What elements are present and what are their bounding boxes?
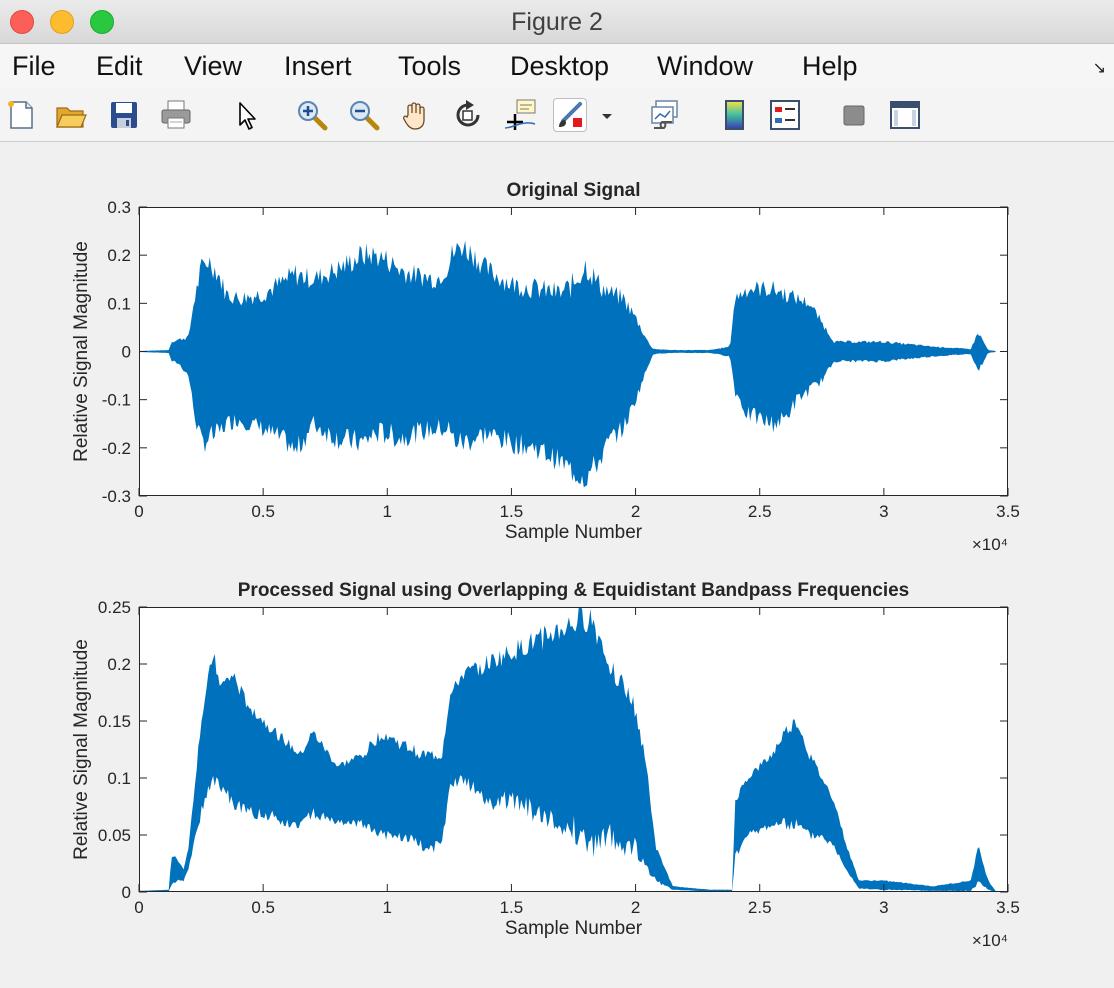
x-tick-label: 2 [631,898,640,917]
y-tick-label: -0.1 [102,391,131,410]
y-tick-label: 0.2 [107,655,131,674]
x-tick-label: 2.5 [748,502,772,521]
menu-file[interactable]: File [12,51,56,81]
x-axis-exponent: ×10⁴ [972,931,1008,950]
x-tick-label: 2 [631,502,640,521]
figure-plots: 0 0.5 1 1.5 2 2.5 3 3.5 -0.3 -0.2 -0.1 0 0.1 0.2 0.3 O… [71,180,1020,950]
axes-box [139,607,1008,892]
show-plot-tools-icon[interactable] [888,98,922,132]
y-tick-label: 0 [122,343,131,362]
edit-plot-arrow-icon[interactable] [230,98,264,132]
x-tick-label: 0.5 [251,502,275,521]
legend-icon[interactable] [768,98,802,132]
menu-tools[interactable]: Tools [398,51,462,81]
open-file-icon[interactable] [54,98,88,132]
y-tick-label: 0.25 [98,598,131,617]
x-tick-label: 1.5 [500,898,524,917]
y-tick-label: 0.1 [107,294,131,313]
undock-arrow-icon[interactable]: ↘ [1092,60,1106,77]
x-tick-label: 3.5 [996,898,1020,917]
brush-icon[interactable] [553,98,587,132]
x-tick-label: 1 [383,502,392,521]
pan-hand-icon[interactable] [399,98,433,132]
menu-help[interactable]: Help [802,51,858,81]
x-axis-exponent: ×10⁴ [972,535,1008,554]
x-tick-label: 0 [134,502,143,521]
rotate-3d-icon[interactable] [451,98,485,132]
brush-dropdown-icon[interactable] [596,98,618,132]
waveform-original [139,240,996,488]
window-title: Figure 2 [511,8,603,36]
x-tick-label: 1.5 [500,502,524,521]
axes-ticks: 0 0.5 1 1.5 2 2.5 3 3.5 0 0.05 0.1 0.15 0.2 0.25 [98,598,1020,917]
axes-title: Original Signal [506,180,640,201]
x-tick-label: 3 [879,898,888,917]
x-axis-label: Sample Number [505,522,643,543]
zoom-window-button[interactable] [90,10,114,34]
menu-window[interactable]: Window [657,51,754,81]
y-tick-label: -0.3 [102,487,131,506]
x-tick-label: 1 [383,898,392,917]
window-titlebar: Figure 2 [0,0,1114,44]
x-tick-label: 2.5 [748,898,772,917]
zoom-out-icon[interactable] [347,98,381,132]
x-tick-label: 0.5 [251,898,275,917]
x-axis-label: Sample Number [505,918,643,939]
minimize-window-button[interactable] [50,10,74,34]
y-axis-label: Relative Signal Magnitude [71,639,92,860]
menu-view[interactable]: View [184,51,243,81]
y-tick-label: 0.3 [107,198,131,217]
zoom-in-icon[interactable] [295,98,329,132]
x-tick-label: 3.5 [996,502,1020,521]
axes-processed-signal[interactable]: 0 0.5 1 1.5 2 2.5 3 3.5 0 0.05 0.1 0.15 0.2 0.25 Proc… [71,580,1020,950]
close-window-button[interactable] [10,10,34,34]
y-tick-label: 0.2 [107,246,131,265]
menu-desktop[interactable]: Desktop [510,51,610,81]
x-tick-label: 0 [134,898,143,917]
print-icon[interactable] [159,98,193,132]
x-tick-label: 3 [879,502,888,521]
y-axis-label: Relative Signal Magnitude [71,241,92,462]
link-plot-icon[interactable] [648,98,682,132]
colorbar-icon[interactable] [718,98,752,132]
y-tick-label: 0 [122,883,131,902]
save-icon[interactable] [107,98,141,132]
menu-edit[interactable]: Edit [96,51,143,81]
hide-plot-tools-icon[interactable] [837,98,871,132]
new-figure-icon[interactable] [4,98,38,132]
axes-original-signal[interactable]: 0 0.5 1 1.5 2 2.5 3 3.5 -0.3 -0.2 -0.1 0 0.1 0.2 0.3 O… [71,180,1020,554]
figure-toolbar [0,88,1114,142]
axes-title: Processed Signal using Overlapping & Equ… [238,580,910,601]
menu-insert[interactable]: Insert [284,51,352,81]
figure-canvas: 0 0.5 1 1.5 2 2.5 3 3.5 -0.3 -0.2 -0.1 0 0.1 0.2 0.3 O… [0,142,1114,988]
y-tick-label: 0.1 [107,769,131,788]
waveform-processed [139,607,996,892]
y-tick-label: -0.2 [102,439,131,458]
y-tick-label: 0.15 [98,712,131,731]
axes-ticks: 0 0.5 1 1.5 2 2.5 3 3.5 -0.3 -0.2 -0.1 0 0.1 0.2 0.3 [102,198,1020,521]
data-cursor-icon[interactable] [503,98,537,132]
menu-bar: File Edit View Insert Tools Desktop Wind… [0,44,1114,88]
y-tick-label: 0.05 [98,826,131,845]
